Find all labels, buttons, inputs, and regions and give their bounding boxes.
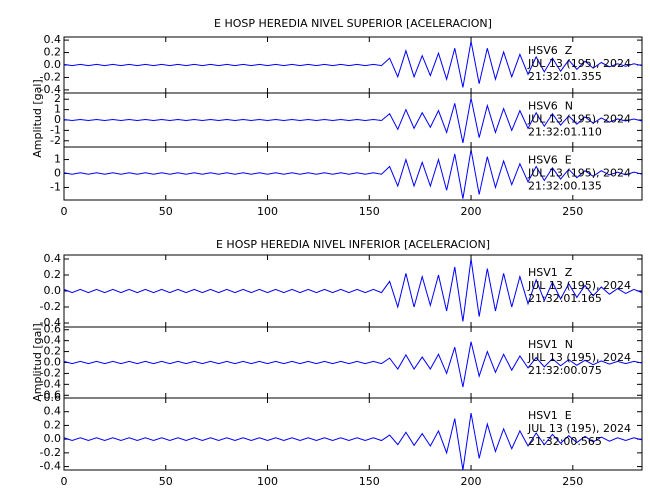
- y-tick-label: -0.6: [40, 388, 61, 401]
- x-tick-label: 200: [461, 475, 482, 488]
- chart-title: E HOSP HEREDIA NIVEL SUPERIOR [ACELERACI…: [214, 17, 492, 30]
- x-tick-label: 50: [159, 475, 173, 488]
- y-tick-label: -2: [50, 134, 61, 147]
- x-tick-label: 100: [257, 205, 278, 218]
- y-tick-label: 0: [54, 167, 61, 180]
- waveform: [63, 41, 643, 88]
- y-tick-label: 1: [54, 153, 61, 166]
- y-tick-label: -0.4: [40, 83, 61, 96]
- x-tick-label: 150: [359, 475, 380, 488]
- x-tick-label: 200: [461, 205, 482, 218]
- station-label: HSV6 N: [528, 100, 573, 113]
- date-label: JUL 13 (195), 2024: [527, 422, 631, 435]
- x-tick-label: 250: [562, 475, 583, 488]
- y-tick-label: 0.2: [44, 418, 62, 431]
- chart-title: E HOSP HEREDIA NIVEL INFERIOR [ACELERACI…: [216, 238, 490, 251]
- y-tick-label: 0: [54, 113, 61, 126]
- date-label: JUL 13 (195), 2024: [527, 279, 631, 292]
- waveform: [63, 149, 643, 199]
- y-tick-label: 0.4: [44, 252, 62, 265]
- y-tick-label: 0.2: [44, 345, 62, 358]
- y-tick-label: 0.0: [44, 356, 62, 369]
- x-tick-label: 50: [159, 205, 173, 218]
- station-label: HSV6 Z: [528, 44, 573, 57]
- y-tick-label: -1: [50, 180, 61, 193]
- x-tick-label: 150: [359, 205, 380, 218]
- time-label: 21:32:01.165: [528, 292, 602, 305]
- date-label: JUL 13 (195), 2024: [527, 351, 631, 364]
- y-tick-label: -0.4: [40, 460, 61, 473]
- waveform: [63, 258, 643, 322]
- y-tick-label: -0.2: [40, 300, 61, 313]
- y-tick-label: 0.4: [44, 405, 62, 418]
- waveform: [63, 413, 643, 471]
- x-tick-label: 250: [562, 205, 583, 218]
- y-tick-label: 1: [54, 103, 61, 116]
- y-tick-label: -0.2: [40, 70, 61, 83]
- y-tick-label: 0.6: [44, 391, 62, 404]
- x-tick-label: 100: [257, 475, 278, 488]
- y-tick-label: 0.4: [44, 334, 62, 347]
- y-tick-label: -0.2: [40, 366, 61, 379]
- y-tick-label: -1: [50, 123, 61, 136]
- y-tick-label: -0.4: [40, 377, 61, 390]
- y-tick-label: 0.0: [44, 432, 62, 445]
- y-tick-label: 0.0: [44, 284, 62, 297]
- station-label: HSV6 E: [528, 153, 572, 166]
- panel-frame: [63, 397, 643, 471]
- waveform: [63, 341, 643, 388]
- time-label: 21:32:01.110: [528, 126, 602, 139]
- y-tick-label: -0.4: [40, 316, 61, 329]
- y-tick-label: 0.4: [44, 33, 62, 46]
- y-tick-label: 0.2: [44, 268, 62, 281]
- date-label: JUL 13 (195), 2024: [527, 113, 631, 126]
- y-tick-label: 2: [54, 92, 61, 105]
- station-label: HSV1 N: [528, 338, 573, 351]
- y-axis-label: Amplitud [gal]: [31, 79, 44, 157]
- station-label: HSV1 Z: [528, 266, 573, 279]
- y-tick-label: -0.2: [40, 446, 61, 459]
- time-label: 21:32:00.135: [528, 179, 602, 192]
- date-label: JUL 13 (195), 2024: [527, 57, 631, 70]
- x-tick-label: 0: [61, 205, 68, 218]
- station-label: HSV1 E: [528, 409, 572, 422]
- time-label: 21:32:00.075: [528, 364, 602, 377]
- y-tick-label: 0.6: [44, 323, 62, 336]
- time-label: 21:32:01.355: [528, 70, 602, 83]
- y-axis-label: Amplitud [gal]: [31, 323, 44, 401]
- waveform: [63, 98, 643, 143]
- date-label: JUL 13 (195), 2024: [527, 166, 631, 179]
- y-tick-label: 0.2: [44, 46, 62, 59]
- time-label: 21:32:00.565: [528, 435, 602, 448]
- y-tick-label: 0.0: [44, 58, 62, 71]
- x-tick-label: 0: [61, 475, 68, 488]
